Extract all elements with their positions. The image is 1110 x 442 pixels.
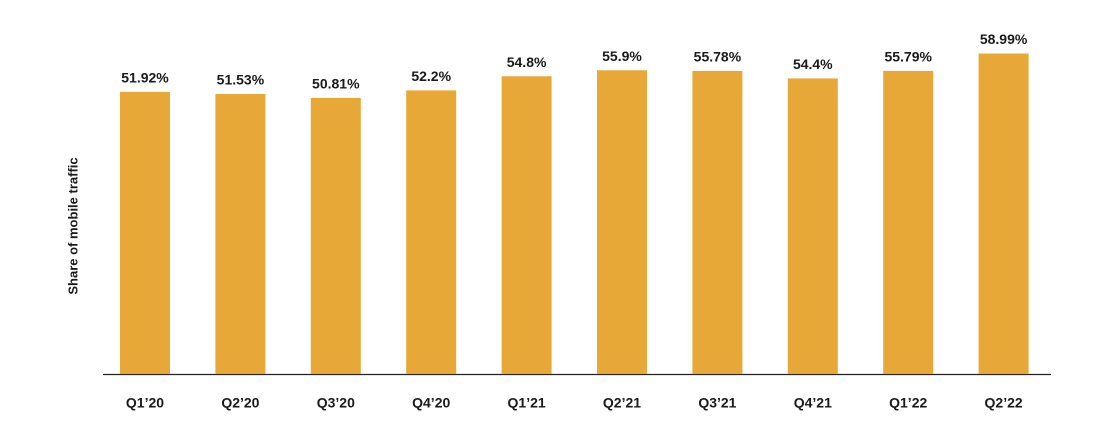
data-label: 54.8% [507, 54, 547, 70]
data-label: 51.92% [121, 70, 169, 86]
data-label: 55.78% [694, 49, 742, 65]
data-label: 52.2% [411, 68, 451, 84]
data-label: 51.53% [217, 72, 265, 88]
x-tick-label: Q1’21 [508, 395, 546, 411]
x-tick-label: Q1’22 [889, 395, 927, 411]
x-tick-label: Q4’20 [412, 395, 450, 411]
bar [406, 90, 457, 374]
data-label: 55.79% [884, 49, 932, 65]
bar [120, 91, 170, 374]
x-tick-label: Q2’22 [985, 395, 1023, 411]
x-tick-label: Q1’20 [126, 395, 164, 411]
bar [215, 94, 266, 375]
bar [787, 78, 838, 374]
x-tick-label: Q3’20 [317, 395, 355, 411]
data-label: 54.4% [793, 56, 833, 72]
x-tick-label: Q4’21 [794, 395, 832, 411]
bar [883, 70, 934, 375]
bar [501, 76, 552, 375]
x-tick-label: Q2’21 [603, 395, 641, 411]
bar [597, 70, 647, 374]
y-axis-title: Share of mobile traffic [65, 157, 80, 294]
data-label: 55.9% [602, 48, 642, 64]
data-label: 50.81% [312, 76, 360, 92]
bar [692, 70, 743, 375]
bar [310, 97, 361, 374]
data-label: 58.99% [980, 31, 1028, 47]
x-tick-label: Q3’21 [698, 395, 736, 411]
x-tick-label: Q2’20 [221, 395, 259, 411]
bar [978, 53, 1029, 374]
